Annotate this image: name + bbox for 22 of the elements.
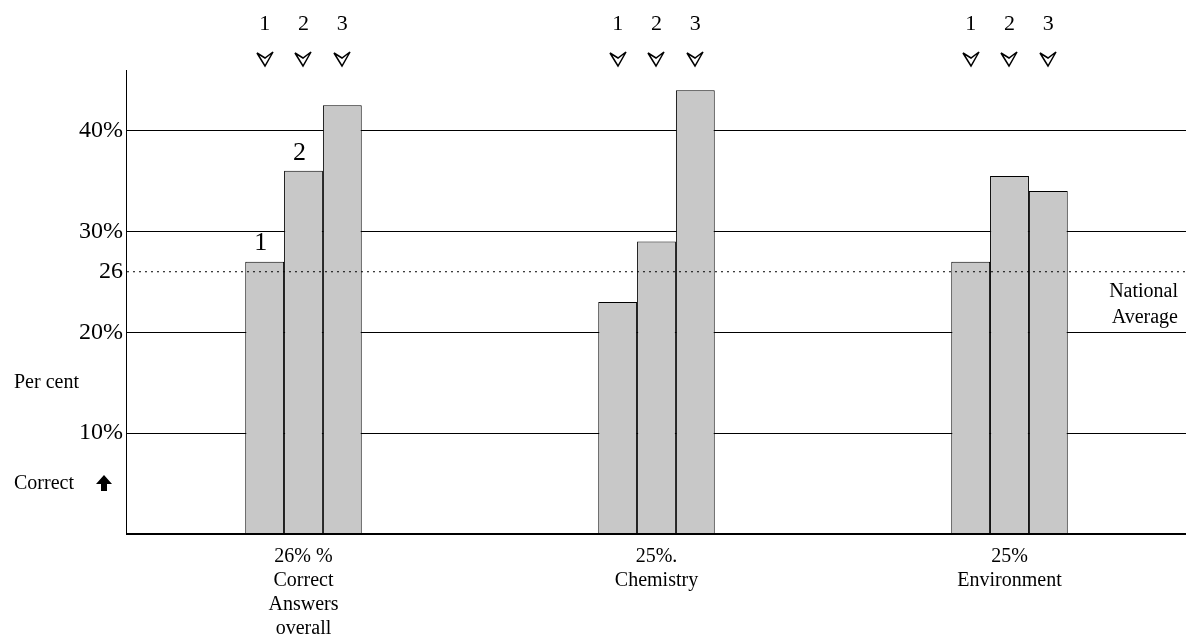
text: 1 xyxy=(612,9,624,35)
x-tick-label: 25%. Chemistry xyxy=(614,544,699,592)
text: 3 xyxy=(689,9,701,35)
ref-line-label: National Average xyxy=(1109,278,1179,328)
text: Correct xyxy=(14,470,75,493)
x-tick-label: 26% % Correct Answers overall xyxy=(268,544,339,639)
text: 3 xyxy=(1042,9,1054,35)
text: 2 xyxy=(651,9,662,35)
text: 2 xyxy=(297,9,309,35)
y-tick-label: 26 xyxy=(98,257,123,284)
x-tick-label: 25% Environment xyxy=(957,544,1063,591)
series-label: 1 xyxy=(254,227,268,257)
y-tick-label: 10% xyxy=(78,418,123,445)
y-tick-label: 40% xyxy=(78,115,123,142)
series-label: 2 xyxy=(292,136,306,166)
text: 2 xyxy=(1004,9,1015,35)
y-axis-title: Per cent xyxy=(14,369,80,392)
y-tick-label: 20% xyxy=(78,317,123,344)
y-tick-label: 30% xyxy=(78,216,123,243)
text: 1 xyxy=(259,9,271,35)
text: 1 xyxy=(965,9,977,35)
text: 3 xyxy=(336,9,348,35)
